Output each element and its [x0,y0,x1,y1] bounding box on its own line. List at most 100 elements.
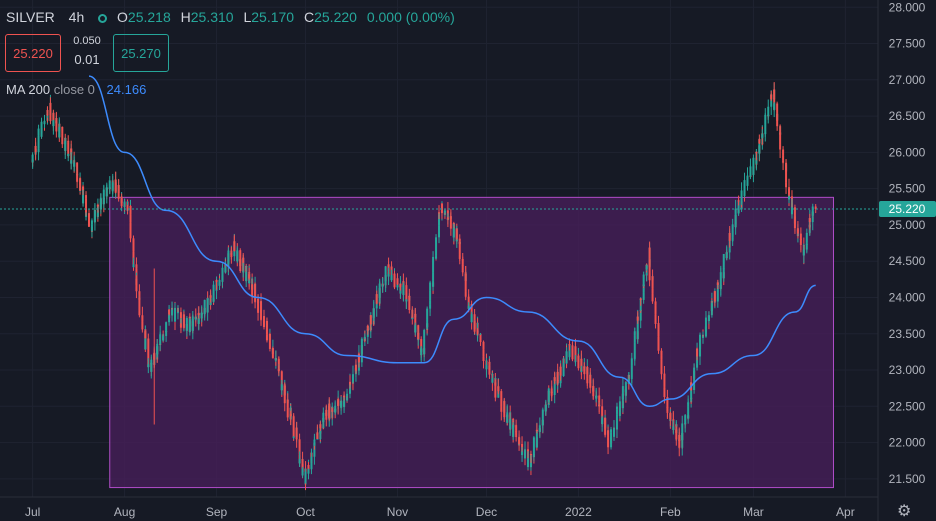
candle-body [271,357,274,359]
candle-body [159,339,162,345]
candle-body [230,256,233,258]
candle-body [660,373,663,375]
candle-body [541,409,544,419]
x-tick-label: Jul [25,505,40,519]
candle-body [67,140,70,143]
y-tick-label: 25.500 [889,182,926,196]
candle-body [467,305,470,309]
candle-body [233,244,236,252]
candle-body [526,458,529,462]
y-tick-label: 27.000 [889,73,926,87]
indicator-legend[interactable]: MA 200 close 0 24.166 [6,82,146,97]
candle-body [648,247,651,268]
candle-body [40,121,43,137]
candle-body [574,360,577,362]
candle-body [200,312,203,319]
candle-body [387,274,390,277]
candle-body [85,215,88,217]
candle-body [699,334,702,350]
close-label: C [303,9,315,25]
candle-body [684,415,687,419]
candle-body [46,113,49,116]
candle-body [509,418,512,423]
y-axis: 28.000 27.500 27.000 26.500 26.000 25.500 25.0… [889,0,926,486]
candle-body [147,364,150,368]
candle-body [34,145,37,152]
candle-body [556,371,559,384]
candle-body [779,144,782,150]
candle-body [209,300,212,305]
candle-body [604,418,607,428]
candle-body [301,468,304,476]
candle-body [218,279,221,286]
candle-body [61,126,64,134]
candle-body [191,316,194,331]
candle-body [417,332,420,340]
candle-body [378,283,381,298]
candle-body [633,342,636,359]
candle-body [423,338,426,355]
candle-body [360,338,363,354]
candle-body [687,402,690,404]
candle-body [188,324,191,332]
x-axis: Jul Aug Sep Oct Nov Dec 2022 Feb Mar Apr [25,505,855,519]
market-open-icon [98,14,108,23]
candle-body [524,449,527,456]
candle-body [224,266,227,273]
candle-body [464,291,467,297]
candle-body [568,344,571,346]
last-price-tag: 25.220 [879,200,936,217]
candle-body [592,385,595,396]
candle-body [743,180,746,184]
candle-body [280,384,283,391]
symbol-name[interactable]: SILVER [6,9,55,25]
candle-body [165,322,168,331]
candle-body [476,330,479,334]
candle-body [642,284,645,293]
candle-body [322,412,325,423]
buy-button[interactable]: 25.270 [113,34,169,72]
y-tick-label: 24.000 [889,290,926,304]
candle-body [126,208,129,210]
candle-body [105,193,108,197]
candle-body [601,417,604,425]
candle-body [814,206,817,209]
x-tick-label: Apr [836,505,855,519]
open-label: O [117,9,128,25]
candle-body [565,351,568,364]
candle-body [785,182,788,188]
candle-body [52,112,55,127]
candle-body [432,272,435,281]
candle-body [138,297,141,311]
candle-body [716,292,719,302]
candle-body [265,334,268,341]
candle-body [414,325,417,333]
candle-body [298,458,301,464]
candle-body [212,284,215,302]
candle-body [544,405,547,412]
candle-body [354,364,357,371]
candle-body [790,207,793,215]
y-tick-label: 22.500 [889,399,926,413]
range-box[interactable] [109,196,835,489]
candle-body [793,216,796,229]
timeframe[interactable]: 4h [68,9,85,25]
candle-body [636,316,639,321]
candle-body [586,378,589,384]
candle-body [470,314,473,322]
gear-icon[interactable]: ⚙ [897,503,912,520]
sell-button[interactable]: 25.220 [5,34,61,72]
candle-body [613,428,616,434]
candle-body [313,443,316,457]
candle-body [215,279,218,283]
candle-body [737,200,740,213]
candle-body [461,270,464,273]
candle-body [337,399,340,406]
candle-body [627,378,630,381]
candle-body [194,318,197,320]
spread-value: 0.01 [74,52,100,67]
candle-body [681,423,684,441]
y-tick-label: 27.500 [889,37,926,51]
candle-body [381,285,384,287]
